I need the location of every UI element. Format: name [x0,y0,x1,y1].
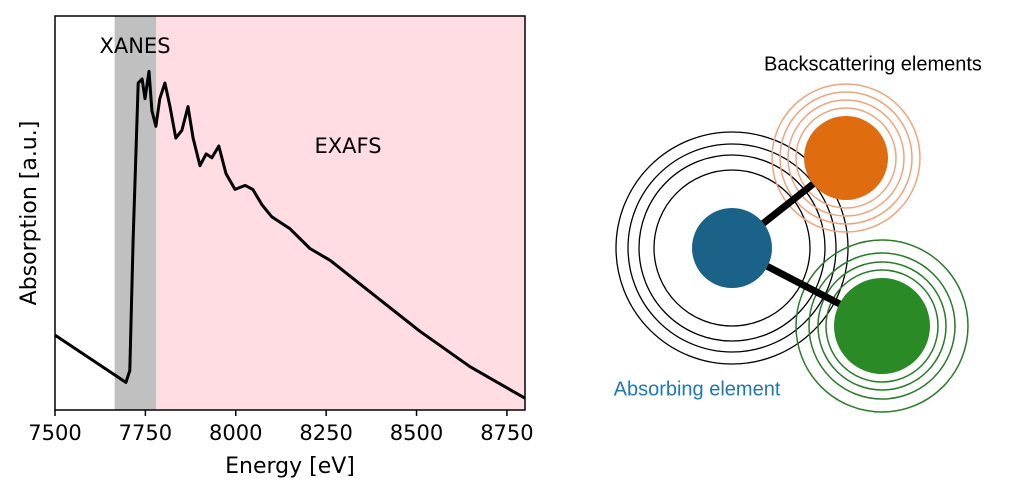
orange-rings [771,83,921,233]
absorbing-atom [692,208,772,288]
green-rings [795,239,969,413]
chart: XANES EXAFS 7500 7750 8000 8250 8500 8750 [28,15,534,445]
backscattering-label: Backscattering elements [764,53,982,75]
x-tick-label: 8500 [390,421,443,445]
backscatter-atom [804,116,888,200]
diagram: Backscattering elements Absorbing elemen… [614,53,982,413]
region-label: EXAFS [314,134,381,158]
ring [638,154,826,342]
spectrum-line [54,69,526,400]
ring [808,252,956,400]
x-axis-label: Energy [eV] [225,454,355,479]
x-tick-label: 8000 [209,421,262,445]
ring [825,269,939,383]
ring [817,261,947,391]
backscatter-atom [834,278,930,374]
ring [627,143,837,353]
ring [795,239,969,413]
ring [779,91,913,225]
ring [653,169,811,327]
region-label: XANES [99,34,170,58]
ring [615,131,849,365]
absorber-rings [615,131,849,365]
y-axis-label: Absorption [a.u.] [17,121,42,306]
x-tick-label: 7500 [28,421,81,445]
region [156,16,525,410]
x-tick-label: 7750 [119,421,172,445]
absorbing-label: Absorbing element [614,378,781,400]
plot-frame [54,15,526,411]
ring [795,107,897,209]
x-tick-label: 8250 [299,421,352,445]
ring [787,99,905,217]
ring [771,83,921,233]
x-tick-label: 8750 [480,421,533,445]
